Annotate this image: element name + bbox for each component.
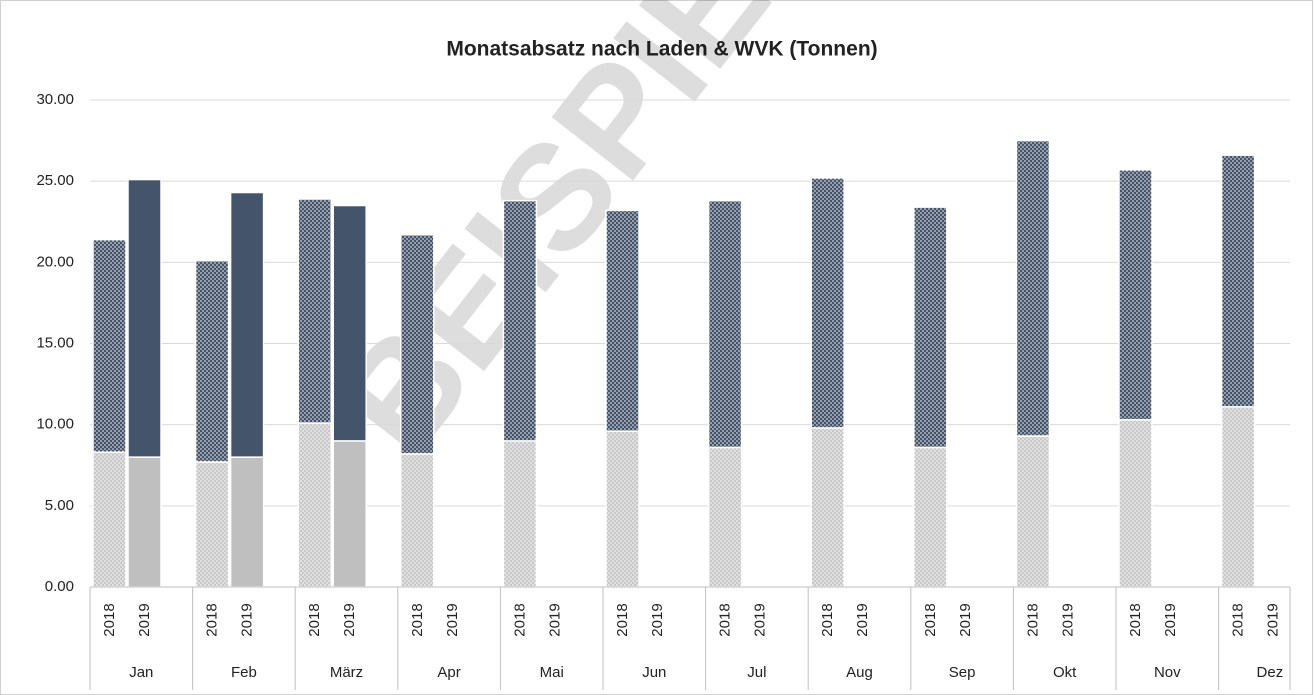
year-label: 2019 (1265, 603, 1282, 636)
year-label: 2018 (819, 603, 836, 636)
x-tick-label: Jun (642, 664, 666, 681)
y-tick-label: 10.00 (36, 416, 74, 433)
y-tick-label: 0.00 (45, 578, 74, 595)
y-tick-label: 5.00 (45, 497, 74, 514)
year-label: 2019 (239, 603, 256, 636)
bar-segment (605, 430, 640, 588)
bar-segment (400, 453, 435, 588)
year-label: 2018 (306, 603, 323, 636)
bar-segment (1015, 139, 1051, 437)
y-tick-label: 20.00 (36, 253, 74, 270)
bar-segment (707, 199, 743, 449)
year-label: 2019 (752, 603, 769, 636)
bar-segment (1220, 406, 1256, 588)
year-label: 2019 (546, 603, 563, 636)
y-tick-label: 25.00 (36, 172, 74, 189)
bar-segment (400, 233, 435, 455)
year-label: 2019 (957, 603, 974, 636)
bar-segment (913, 206, 948, 449)
x-tick-label: Okt (1053, 664, 1077, 681)
bar-segment (297, 198, 332, 424)
x-tick-label: Aug (846, 664, 873, 681)
bar-segment (332, 204, 367, 442)
bar-segment (127, 178, 162, 458)
bar-segment (229, 191, 265, 458)
bar-segment (127, 456, 162, 588)
year-label: 2019 (1059, 603, 1076, 636)
bar-segment (92, 238, 127, 454)
y-tick-label: 15.00 (36, 334, 74, 351)
year-label: 2019 (1162, 603, 1179, 636)
bar-segment (1118, 169, 1153, 421)
x-tick-label: Jul (747, 664, 766, 681)
chart-title: Monatsabsatz nach Laden & WVK (Tonnen) (446, 38, 877, 61)
year-label: 2019 (444, 603, 461, 636)
x-tick-label: Mai (540, 664, 564, 681)
year-label: 2019 (341, 603, 358, 636)
x-tick-label: Jan (129, 664, 153, 681)
bar-segment (810, 427, 845, 588)
bar-segment (194, 259, 230, 463)
x-tick-label: März (330, 664, 363, 681)
bar-segment (913, 446, 948, 588)
bar-segment (1118, 419, 1153, 588)
bar-segment (1220, 154, 1256, 408)
x-tick-label: Dez (1257, 664, 1284, 681)
bar-segment (502, 199, 538, 442)
x-tick-label: Sep (949, 664, 976, 681)
year-label: 2018 (409, 603, 426, 636)
bar-segment (810, 177, 845, 429)
bar-segment (1015, 435, 1051, 588)
x-tick-label: Apr (437, 664, 460, 681)
year-label: 2019 (649, 603, 666, 636)
bar-segment (229, 456, 265, 588)
year-label: 2018 (1024, 603, 1041, 636)
year-label: 2018 (204, 603, 221, 636)
year-label: 2018 (717, 603, 734, 636)
bar-segment (92, 451, 127, 588)
x-tick-label: Nov (1154, 664, 1181, 681)
year-label: 2019 (136, 603, 153, 636)
x-tick-label: Feb (231, 664, 257, 681)
year-label: 2018 (614, 603, 631, 636)
bar-segment (707, 446, 743, 588)
bar-segment (297, 422, 332, 588)
year-label: 2018 (101, 603, 118, 636)
bar-segment (332, 440, 367, 588)
year-label: 2018 (922, 603, 939, 636)
bar-segment (194, 461, 230, 588)
year-label: 2018 (1127, 603, 1144, 636)
y-tick-label: 30.00 (36, 91, 74, 108)
bar-segment (502, 440, 538, 588)
year-label: 2019 (854, 603, 871, 636)
year-label: 2018 (1230, 603, 1247, 636)
year-label: 2018 (511, 603, 528, 636)
bar-segment (605, 209, 640, 432)
